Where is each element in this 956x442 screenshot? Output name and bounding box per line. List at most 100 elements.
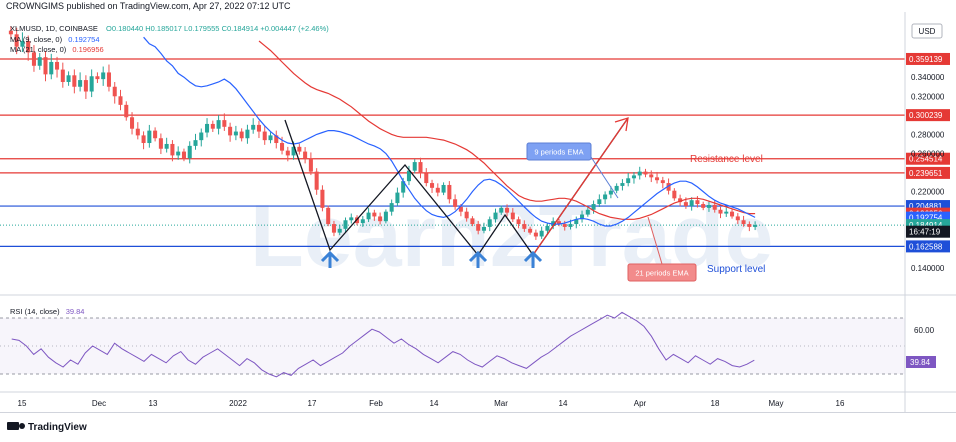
price-tag-label-2: 0.184914 xyxy=(909,221,943,230)
level-tag-3 xyxy=(906,166,950,179)
candle-body-86 xyxy=(505,207,510,213)
candle-body-0 xyxy=(8,30,13,35)
candle-body-69 xyxy=(406,170,411,182)
svg-text:XLMUSD, 1D, COINBASE O: XLMUSD, 1D, COINBASE O0.180440 H0.185017… xyxy=(10,24,329,33)
price-tag-3 xyxy=(906,225,950,238)
candle-body-89 xyxy=(522,224,527,229)
candle-body-54 xyxy=(320,189,325,208)
axes: 15 Dec 13 2022 17 Feb 14 Mar 14 Apr 18 May 16 0.34000… xyxy=(18,73,945,408)
legend: XLMUSD, 1D, COINBASE O0.180440 H0.185017… xyxy=(10,24,329,54)
candle-body-108 xyxy=(631,175,636,179)
candle-body-22 xyxy=(135,128,140,136)
legend-ma9-value: 0.192754 xyxy=(68,35,99,44)
candle-body-3 xyxy=(26,40,31,53)
legend-ma21-value: 0.196956 xyxy=(72,45,103,54)
candle-body-64 xyxy=(378,216,383,222)
svg-text:MA (21, close, 0) 0.19: MA (21, close, 0) 0.196956 xyxy=(10,45,104,54)
candle-body-92 xyxy=(539,230,544,237)
publisher-line: CROWNGIMS published on TradingView.com, … xyxy=(6,1,291,11)
candle-body-109 xyxy=(637,171,642,176)
candle-body-105 xyxy=(614,185,619,191)
candle-body-120 xyxy=(701,204,706,208)
candle-body-83 xyxy=(487,219,492,227)
publisher-header: CROWNGIMS published on TradingView.com, … xyxy=(0,0,956,12)
candle-body-58 xyxy=(343,220,348,229)
rsi-level-60: 60.00 xyxy=(914,326,935,335)
candle-body-90 xyxy=(528,228,533,233)
x-tick-4: 17 xyxy=(308,399,317,408)
candle-body-28 xyxy=(170,143,175,156)
candle-body-129 xyxy=(753,225,758,227)
candle-body-112 xyxy=(655,177,660,181)
y-tick-2: 0.280000 xyxy=(911,130,945,139)
currency-label: USD xyxy=(919,27,936,36)
candle-body-50 xyxy=(297,146,302,152)
plot-background xyxy=(0,12,905,412)
candle-body-6 xyxy=(43,57,48,75)
level-tag-label-1: 0.300239 xyxy=(909,111,943,120)
candle-body-29 xyxy=(176,151,181,156)
x-tick-2: 13 xyxy=(149,399,158,408)
candle-body-20 xyxy=(124,104,129,118)
candle-body-98 xyxy=(574,219,579,225)
legend-ohlc: O0.180440 H0.185017 L0.179555 C0.184914 … xyxy=(106,24,329,33)
candle-body-78 xyxy=(458,206,463,212)
candle-body-67 xyxy=(395,192,400,204)
candle-body-41 xyxy=(245,129,250,139)
candle-body-97 xyxy=(568,224,573,227)
candle-body-63 xyxy=(372,212,377,217)
level-tag-0 xyxy=(906,52,950,65)
candle-body-51 xyxy=(303,151,308,159)
candle-body-101 xyxy=(591,204,596,210)
candle-body-9 xyxy=(60,69,65,82)
level-tag-label-3: 0.239651 xyxy=(909,169,943,178)
candle-body-48 xyxy=(285,150,290,156)
legend-ma9: MA (9, close, 0) xyxy=(10,35,63,44)
candle-body-47 xyxy=(280,143,285,151)
candle-body-19 xyxy=(118,96,123,105)
candle-body-23 xyxy=(141,135,146,144)
candle-body-87 xyxy=(510,212,515,220)
tradingview-logo-icon xyxy=(7,422,25,430)
breakout-arrow xyxy=(532,117,629,256)
candle-body-56 xyxy=(331,224,336,233)
candle-body-27 xyxy=(164,143,169,149)
x-tick-10: 18 xyxy=(711,399,720,408)
candle-body-40 xyxy=(239,131,244,139)
candle-body-74 xyxy=(435,187,440,193)
ema9-line xyxy=(143,36,756,227)
candle-body-62 xyxy=(366,212,371,220)
rsi-line xyxy=(11,311,755,378)
drawings xyxy=(284,117,629,268)
candle-body-116 xyxy=(678,198,683,203)
price-chart[interactable]: Learn2Trade 0.3591390.3002390.2545140.23… xyxy=(0,12,956,424)
candle-body-93 xyxy=(545,225,550,231)
candle-body-102 xyxy=(597,199,602,205)
candle-body-123 xyxy=(718,209,723,214)
ema21-line xyxy=(258,40,756,220)
level-tag-label-4: 0.204881 xyxy=(909,202,943,211)
candle-body-111 xyxy=(649,174,654,178)
horizontal-levels: 0.359139 0.300239 0.254514 0.239651 0.204881… xyxy=(0,52,950,253)
candle-body-77 xyxy=(453,199,458,207)
candle-body-11 xyxy=(72,75,77,87)
candle-body-14 xyxy=(89,76,94,92)
candle-body-36 xyxy=(216,120,221,129)
candle-body-32 xyxy=(193,140,198,146)
x-tick-9: Apr xyxy=(634,399,647,408)
candle-body-103 xyxy=(603,194,608,200)
candle-body-128 xyxy=(747,224,752,227)
currency-button[interactable]: USD xyxy=(911,23,943,39)
support-up-arrow-0 xyxy=(320,250,340,263)
candle-body-71 xyxy=(418,162,423,174)
candle-body-26 xyxy=(158,138,163,149)
candle-body-15 xyxy=(95,76,100,80)
candle-body-107 xyxy=(626,178,631,184)
candle-body-34 xyxy=(205,123,210,133)
candle-body-127 xyxy=(741,220,746,225)
candle-body-2 xyxy=(20,40,25,47)
candle-body-13 xyxy=(83,80,88,92)
candle-body-117 xyxy=(683,202,688,206)
candle-body-84 xyxy=(493,212,498,220)
breakout-arrow-head xyxy=(614,117,629,132)
